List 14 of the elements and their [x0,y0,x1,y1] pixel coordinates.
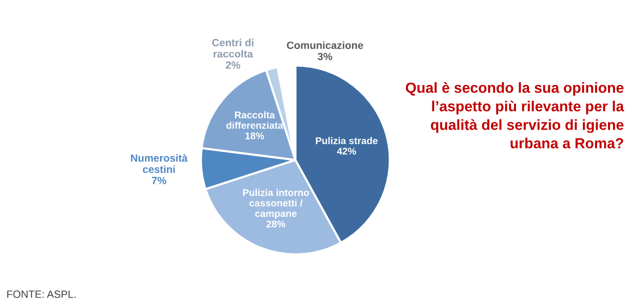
slice-label: Raccolta differenziata [226,111,284,129]
data-label: 2% [226,61,240,69]
slice-label: Numerosità cestini [131,154,188,173]
data-label: 42% [337,148,356,155]
text: Qual è secondo la sua opinione l’aspetto più rilevante per la qualità del servizio di igiene urbana a Roma? [406,82,624,148]
data-label: 28% [266,220,286,228]
slice-label: Pulizia intorno cassonetti / campane [243,188,309,219]
slice-label: Centri di raccolta [212,38,254,58]
slice-label: Comunicazione [286,41,364,49]
slice-label: Pulizia strade [316,137,378,144]
data-label: 7% [152,176,166,184]
data-label: 18% [245,132,264,140]
source-note: FONTE: ASPL. [7,290,76,298]
data-label: 3% [318,52,332,60]
